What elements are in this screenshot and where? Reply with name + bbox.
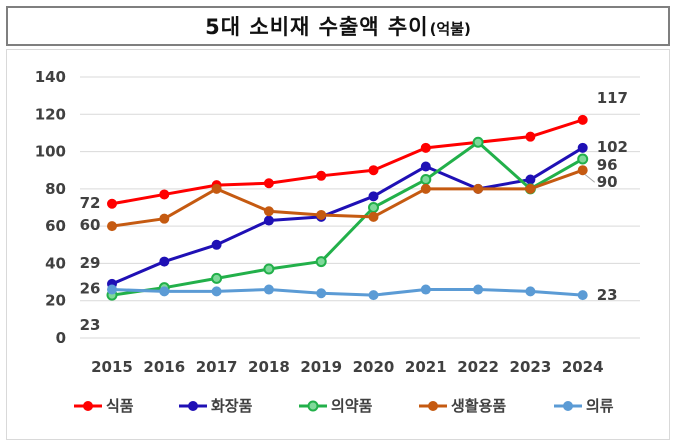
- y-tick-label: 20: [45, 292, 66, 310]
- series-point: [368, 290, 379, 301]
- y-tick-label: 120: [35, 105, 66, 123]
- leader-line: [584, 173, 596, 183]
- chart-title-box: 5대 소비재 수출액 추이 (억불): [6, 6, 670, 46]
- x-tick-label: 2021: [405, 358, 447, 376]
- series-point: [577, 290, 588, 301]
- y-tick-label: 100: [35, 143, 66, 161]
- series-point: [472, 136, 484, 148]
- series-point: [107, 284, 117, 295]
- legend-label: 의류: [586, 397, 614, 415]
- data-label: 26: [80, 280, 101, 298]
- data-label: 23: [597, 286, 618, 304]
- x-tick-label: 2023: [510, 358, 552, 376]
- chart-unit: (억불): [429, 19, 471, 38]
- series-point: [316, 170, 327, 181]
- series-point: [316, 288, 327, 299]
- y-tick-label: 40: [45, 254, 66, 272]
- chart-title: 5대 소비재 수출액 추이: [205, 15, 429, 39]
- series-point: [211, 239, 222, 250]
- x-tick-label: 2017: [196, 358, 238, 376]
- data-label: 117: [597, 89, 628, 107]
- series-point: [211, 286, 222, 297]
- legend-label: 식품: [106, 397, 134, 415]
- y-tick-label: 140: [35, 68, 66, 86]
- series-point: [473, 284, 484, 295]
- x-tick-label: 2018: [248, 358, 290, 376]
- series-point: [525, 183, 536, 194]
- legend-marker: [188, 401, 198, 411]
- legend-marker: [307, 400, 319, 412]
- series-point: [263, 178, 274, 189]
- series-point: [263, 215, 274, 226]
- series-point: [420, 183, 431, 194]
- series-point: [211, 183, 222, 194]
- legend-marker: [428, 401, 438, 411]
- series-point: [316, 209, 327, 220]
- series-point: [577, 114, 588, 125]
- series-point: [577, 165, 588, 176]
- series-point: [577, 153, 589, 165]
- series-point: [473, 183, 484, 194]
- data-label: 23: [80, 316, 101, 334]
- legend-label: 의약품: [331, 397, 373, 415]
- y-tick-label: 80: [45, 180, 66, 198]
- chart-frame: [6, 49, 670, 440]
- series-point: [263, 206, 274, 217]
- data-label: 90: [597, 173, 618, 191]
- series-point: [159, 286, 170, 297]
- series-point: [577, 142, 588, 153]
- series-line-0: [111, 118, 584, 206]
- series-point: [420, 142, 431, 153]
- x-tick-label: 2019: [300, 358, 342, 376]
- data-label: 29: [80, 254, 101, 272]
- series-point: [420, 161, 431, 172]
- data-label: 96: [597, 156, 618, 174]
- data-label: 72: [80, 194, 101, 212]
- data-label: 102: [597, 138, 628, 156]
- series-line-2: [111, 140, 584, 297]
- data-label: 60: [80, 216, 101, 234]
- series-point: [315, 256, 327, 268]
- series-line-4: [111, 288, 583, 297]
- series-point: [263, 284, 274, 295]
- series-point: [368, 191, 379, 202]
- x-tick-label: 2015: [91, 358, 133, 376]
- series-point: [368, 211, 379, 222]
- series-line-3: [111, 168, 584, 228]
- series-point: [525, 174, 536, 185]
- series-point: [368, 165, 379, 176]
- legend-label: 화장품: [211, 397, 253, 415]
- series-point: [107, 198, 117, 209]
- legend-marker: [563, 401, 573, 411]
- series-point: [211, 272, 223, 284]
- series-point: [159, 213, 170, 224]
- x-tick-label: 2022: [457, 358, 499, 376]
- y-tick-label: 60: [45, 217, 66, 235]
- y-tick-label: 0: [56, 329, 66, 347]
- series-point: [368, 202, 379, 213]
- legend-marker: [83, 401, 93, 411]
- series-point: [420, 174, 432, 186]
- series-point: [263, 263, 275, 275]
- series-point: [525, 131, 536, 142]
- legend-label: 생활용품: [451, 397, 506, 415]
- series-point: [420, 284, 431, 295]
- series-point: [159, 189, 170, 200]
- series-point: [107, 221, 117, 232]
- x-tick-label: 2016: [143, 358, 185, 376]
- x-tick-label: 2024: [562, 358, 604, 376]
- series-point: [159, 256, 170, 267]
- series-point: [525, 286, 536, 297]
- series-line-1: [111, 146, 584, 286]
- x-tick-label: 2020: [353, 358, 395, 376]
